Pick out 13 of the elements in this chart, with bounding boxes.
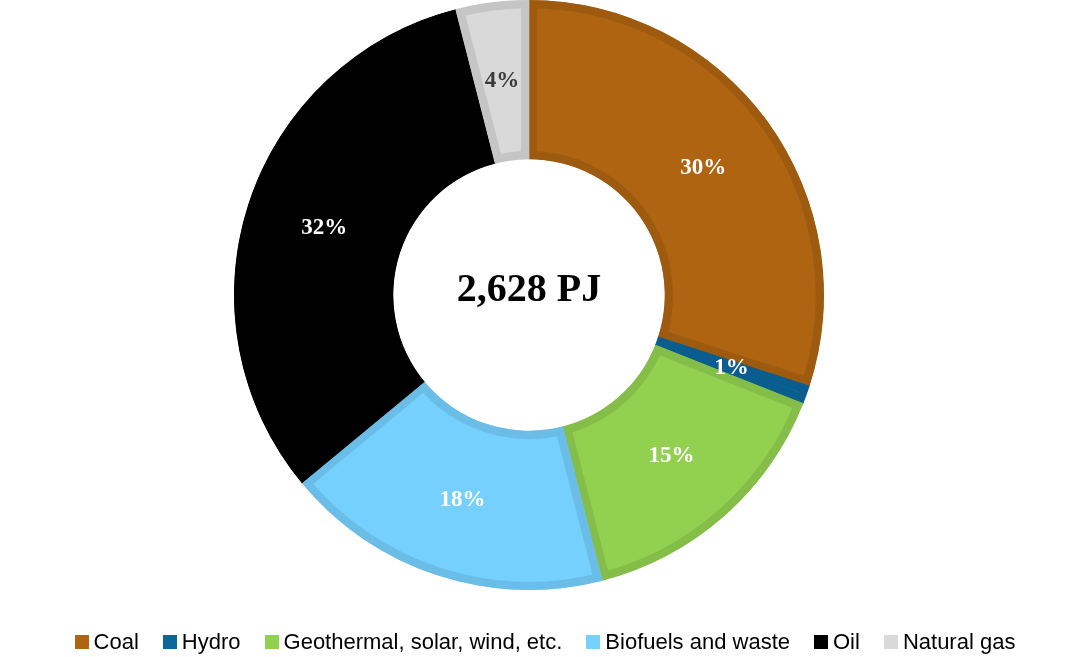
legend-label: Coal <box>93 628 139 656</box>
data-label: 32% <box>301 214 348 240</box>
text: 2,628 PJ <box>456 265 602 311</box>
legend-label: Oil <box>833 628 860 656</box>
legend-label: Natural gas <box>902 628 1016 656</box>
data-label: 30% <box>680 154 727 180</box>
legend-label: Biofuels and waste <box>605 628 790 656</box>
data-label: 18% <box>439 485 486 511</box>
legend-label: Hydro <box>181 628 241 656</box>
data-label: 4% <box>484 67 520 93</box>
data-label: 15% <box>648 442 695 468</box>
data-label: 1% <box>714 353 749 379</box>
legend-label: Geothermal, solar, wind, etc. <box>283 628 563 656</box>
